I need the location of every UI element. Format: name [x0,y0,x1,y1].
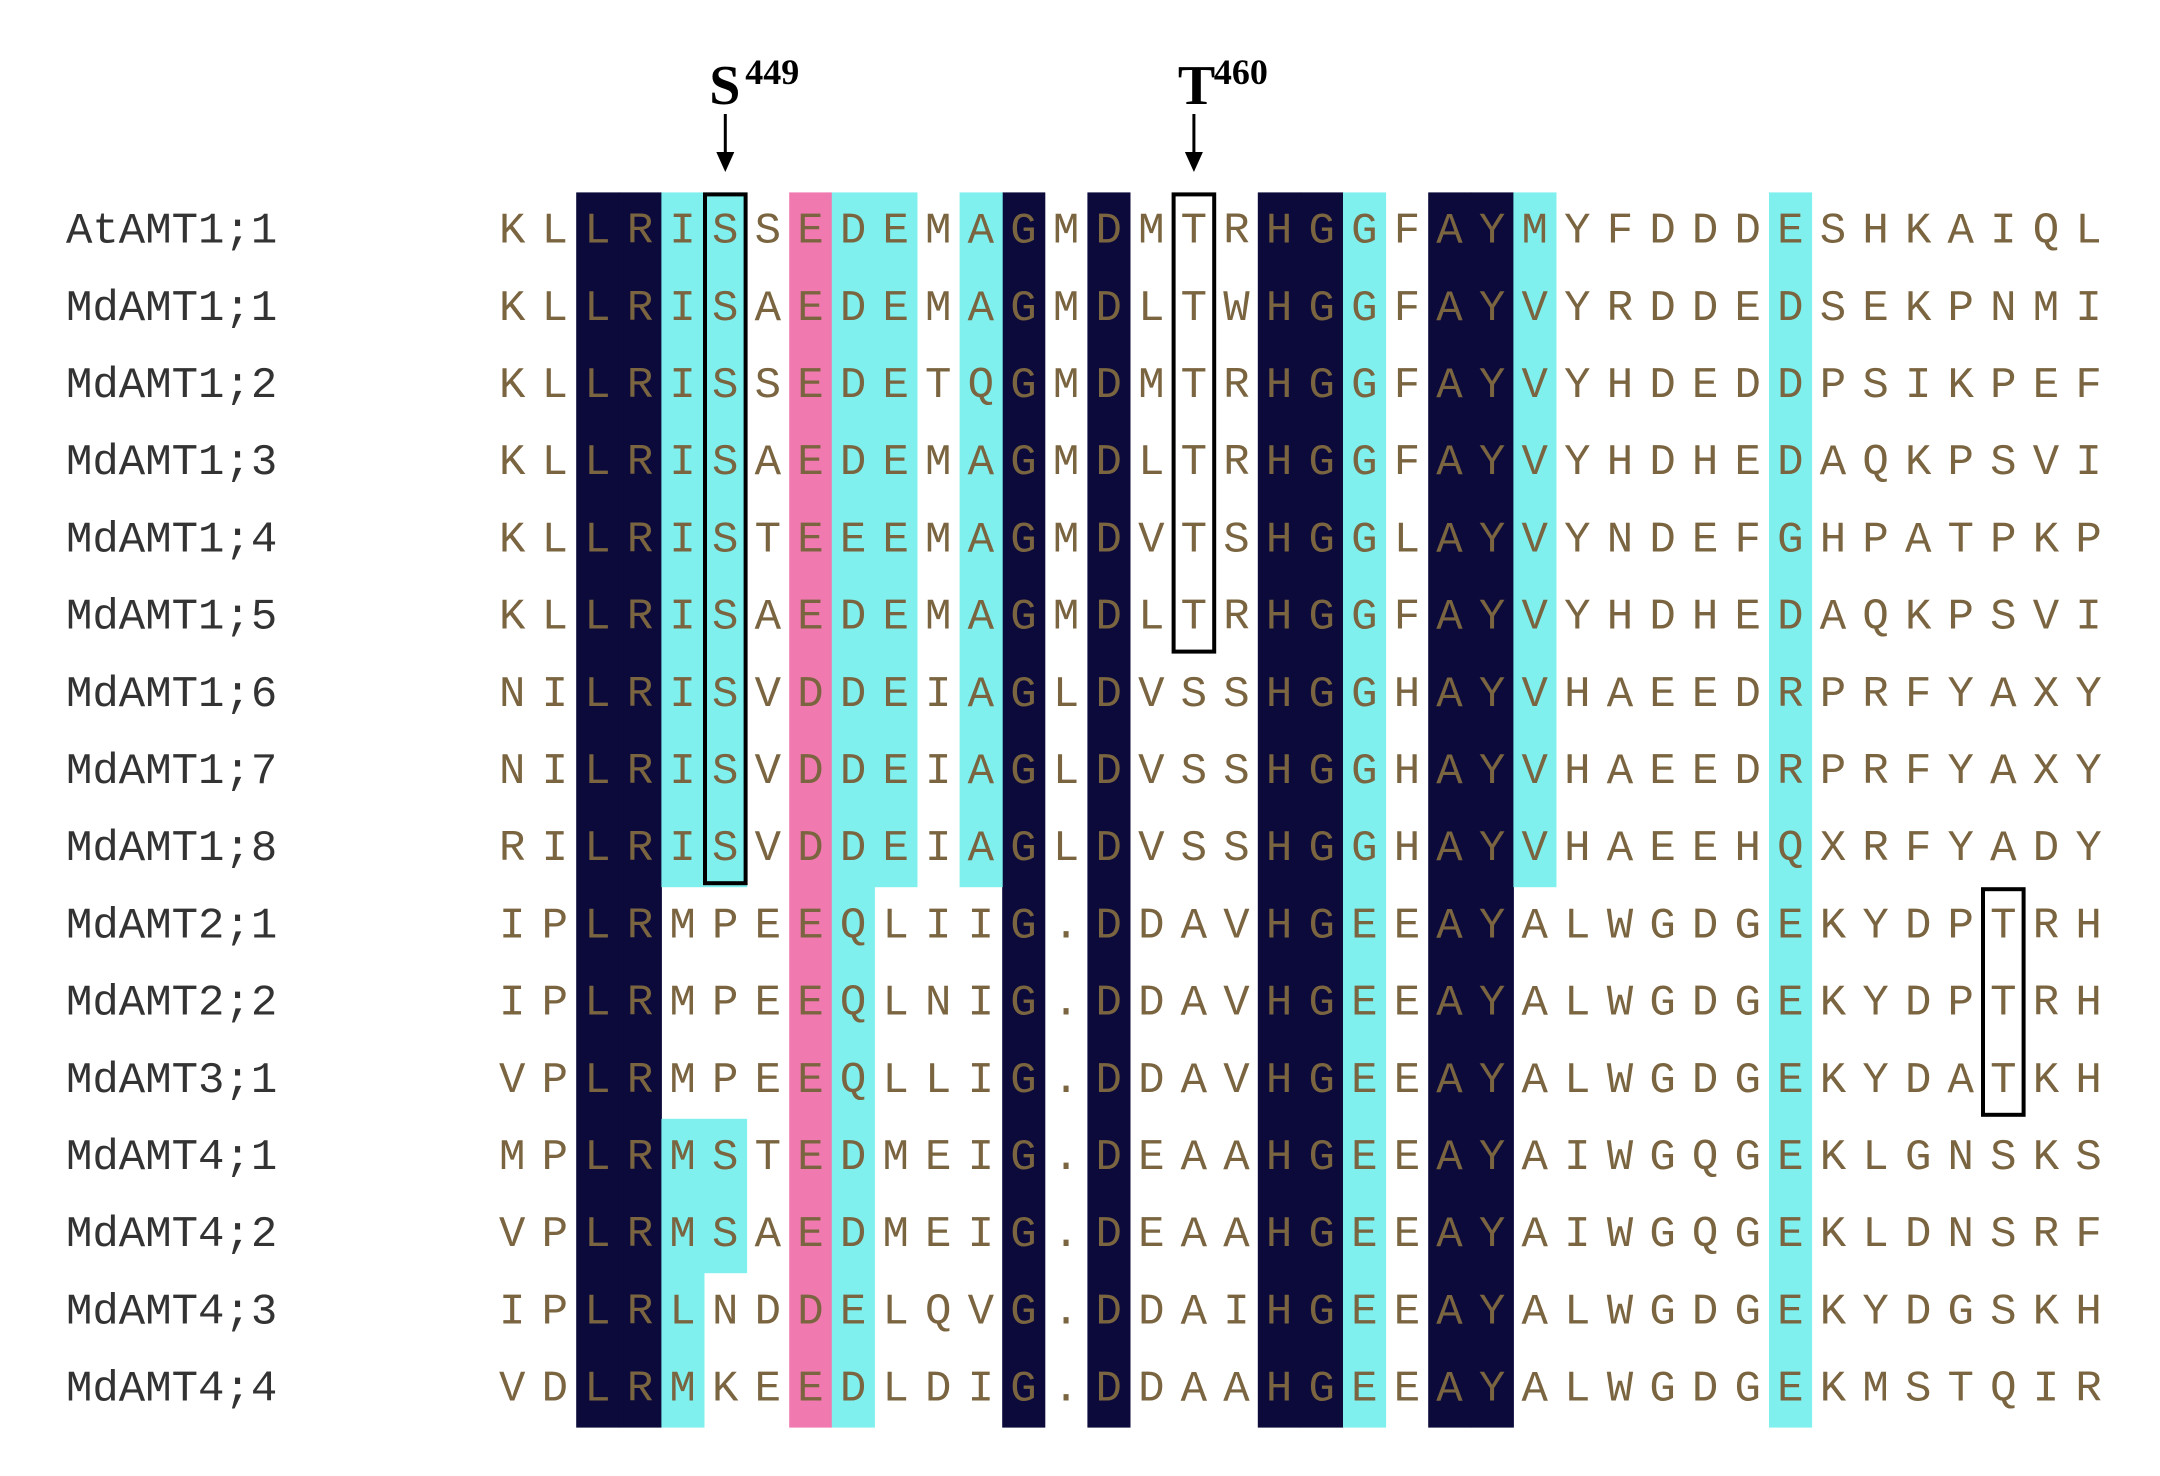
sequence-name: MdAMT1;5 [66,593,277,643]
sequence-name: MdAMT1;4 [66,515,277,565]
residue-label: T [1178,55,1215,117]
column-shade [1470,192,1514,1428]
column-shade [874,192,918,888]
sequence-name: AtAMT1;1 [66,207,277,257]
sequence: VPLRMPEEQLLIG.DDAVHGEEAYALWGDGEKYDATKH [499,1056,2118,1106]
arrow-head [1184,152,1203,172]
sequence-name: MdAMT3;1 [66,1056,277,1106]
highlight-box [1171,192,1217,654]
sequence: KLLRISSEDEMAGMDMTRHGGFAYMYFDDDESHKAIQL [499,207,2118,257]
sequence-name: MdAMT1;1 [66,284,277,334]
sequence: KLLRISSEDETQGMDMTRHGGFAYVYHDEDDPSIKPEF [499,361,2118,411]
column-shade [1257,192,1301,1428]
sequence: NILRISVDDEIAGLDVSSHGGHAYVHAEEDRPRFYAXY [499,747,2118,797]
sequence: KLLRISTEEEMAGMDVTSHGGLAYVYNDEFGHPATPKP [499,515,2118,565]
column-shade [1087,192,1131,1428]
sequence: KLLRISAEDEMAGMDLTRHGGFAYVYHDHEDAQKPSVI [499,438,2118,488]
sequence: MPLRMSTEDMEIG.DEAAHGEEAYAIWGQGEKLGNSKS [499,1133,2118,1183]
sequence: IPLRMPEEQLIIG.DDAVHGEEAYALWGDGEKYDPTRH [499,901,2118,951]
highlight-box [1981,887,2026,1117]
residue-label: S [709,55,740,117]
sequence-name: MdAMT4;1 [66,1133,277,1183]
column-shade [1300,192,1344,1428]
sequence: KLLRISAEDEMAGMDLTRHGGFAYVYHDHEDAQKPSVI [499,593,2118,643]
position-label: 449 [745,52,799,92]
arrow-head [716,152,735,172]
column-shade [704,192,748,888]
sequence-name: MdAMT1;3 [66,438,277,488]
column-shade [1769,192,1813,1428]
shading [576,192,1813,1428]
sequence-name: MdAMT2;1 [66,901,277,951]
column-shade [704,1118,748,1274]
position-label: 460 [1214,52,1268,92]
sequence-name: MdAMT1;8 [66,824,277,874]
sequence-name: MdAMT4;2 [66,1210,277,1260]
sequence: NILRISVDDEIAGLDVSSHGGHAYVHAEEDRPRFYAXY [499,670,2118,720]
sequence: IPLRLNDDELQVG.DDAIHGEEAYALWGDGEKYDGSKH [499,1287,2118,1337]
sequence-name: MdAMT1;7 [66,747,277,797]
column-shade [1343,192,1387,1428]
sequence-name: MdAMT1;2 [66,361,277,411]
rows: AtAMT1;1 KLLRISSEDEMAGMDMTRHGGFAYMYFDDDES… [66,207,2118,1415]
sequence-name: MdAMT4;4 [66,1365,277,1415]
column-shade [576,192,620,1428]
highlight-box [703,192,748,886]
sequence-name: MdAMT4;3 [66,1287,277,1337]
column-shade [1513,192,1557,888]
boxes [703,192,2026,1117]
column-shade [831,192,875,1428]
column-shade [1002,192,1046,1428]
sequence: RILRISVDDEIAGLDVSSHGGHAYVHAEEHQXRFYADY [499,824,2118,874]
column-shade [661,1118,705,1428]
column-shade [789,192,833,1428]
column-shade [1428,192,1472,1428]
sequence: VPLRMSAEDMEIG.DEAAHGEEAYAIWGQGEKLDNSRF [499,1210,2118,1260]
sequence-name: MdAMT1;6 [66,670,277,720]
sequence: VDLRMKEEDLDIG.DDAAHGEEAYALWGDGEKMSTQIR [499,1365,2118,1415]
sequence: IPLRMPEEQLNIG.DDAVHGEEAYALWGDGEKYDPTRH [499,979,2118,1029]
sequence: KLLRISAEDEMAGMDLTWHGGFAYVYRDDEDSEKPNMI [499,284,2118,334]
column-shade [661,192,705,888]
sequence-name: MdAMT2;2 [66,979,277,1029]
column-shade [959,192,1003,888]
column-shade [618,192,662,1428]
